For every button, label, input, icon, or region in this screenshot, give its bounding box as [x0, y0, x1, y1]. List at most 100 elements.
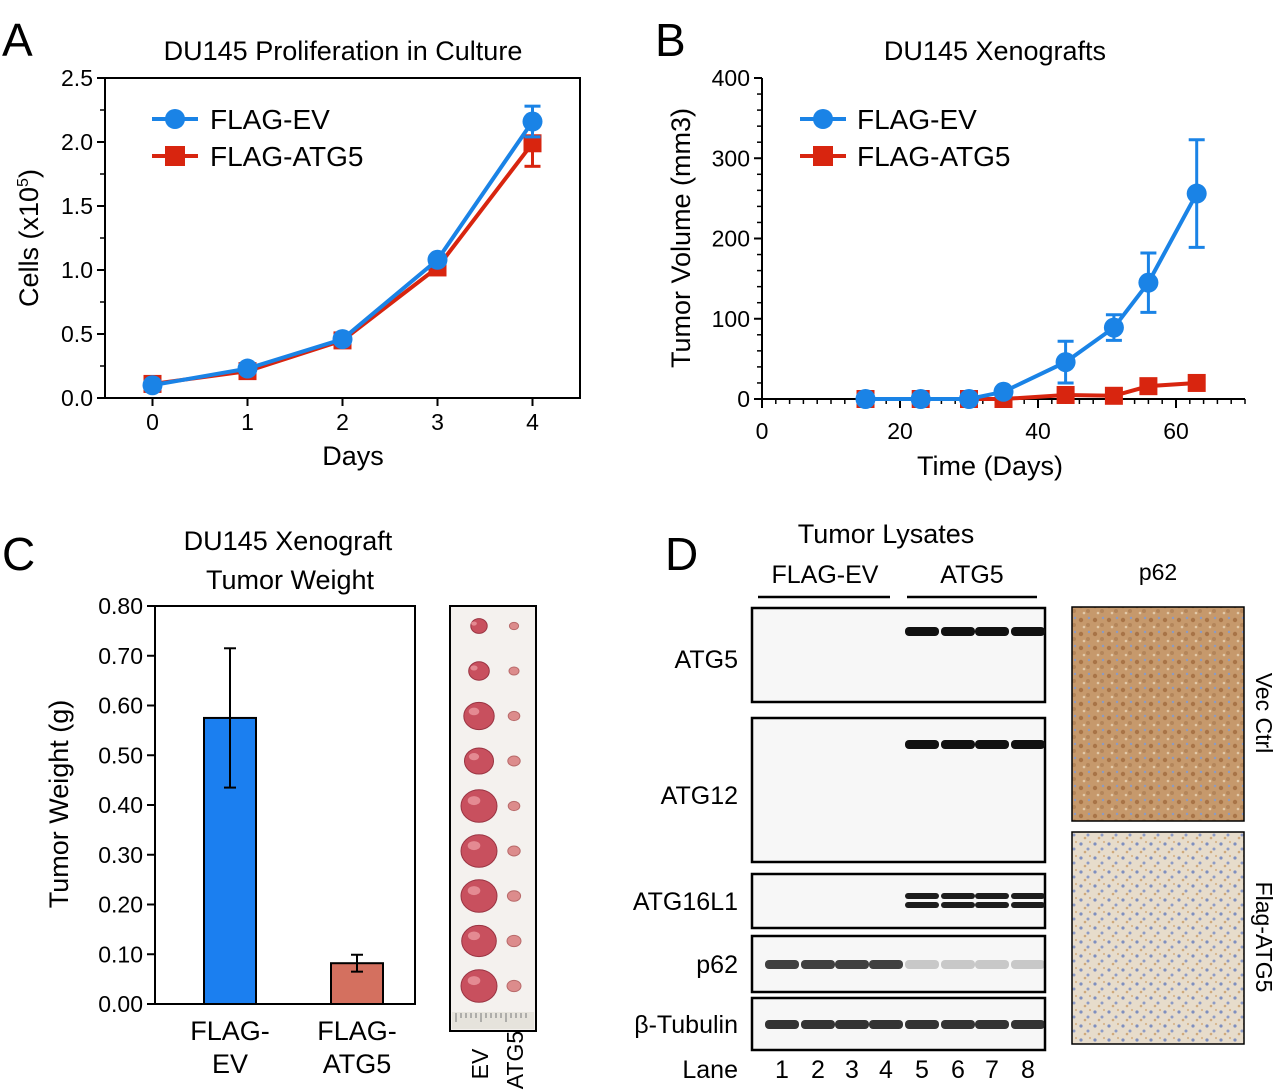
tumor-ev	[460, 969, 498, 1003]
tumor-photo-tumors	[460, 618, 522, 1003]
tumor-highlight	[467, 841, 481, 851]
band	[975, 960, 1009, 969]
y-tick-label: 100	[712, 306, 750, 332]
tumor-highlight	[471, 621, 477, 626]
band	[765, 1020, 799, 1029]
band	[801, 960, 835, 969]
legend-key-flag-ev	[800, 109, 846, 129]
data-point	[1103, 317, 1124, 338]
y-tick-label: 0.50	[98, 742, 143, 768]
panel-a: A DU145 Proliferation in Culture 0.0 0.5 1…	[2, 14, 581, 471]
y-tick-label: 0.10	[98, 941, 143, 967]
data-point	[1055, 352, 1076, 373]
y-tick-label: 2.0	[61, 129, 93, 155]
panel-b-legend: FLAG-EV FLAG-ATG5	[800, 104, 1011, 172]
data-point	[959, 389, 979, 409]
panel-b-legend-atg5: FLAG-ATG5	[857, 141, 1011, 172]
band	[1011, 740, 1045, 749]
tumor-atg5	[508, 621, 520, 631]
blot-atg12: ATG12	[661, 716, 1047, 864]
band	[765, 960, 799, 969]
x-tick-label: 40	[1025, 418, 1051, 444]
band	[941, 893, 975, 899]
y-tick-label: 0.60	[98, 693, 143, 719]
data-point	[523, 134, 542, 153]
ihc-image-vec-ctrl	[1071, 606, 1245, 822]
blot-label: ATG5	[675, 646, 738, 674]
panel-a-x-label: Days	[322, 441, 384, 471]
ihc-image-flag-atg5	[1071, 831, 1245, 1045]
tumor-atg5	[507, 755, 521, 767]
band	[905, 893, 939, 899]
panel-a-legend: FLAG-EV FLAG-ATG5	[152, 104, 364, 172]
y-tick-label: 0.5	[61, 321, 93, 347]
tumor-ev	[460, 834, 498, 868]
blot-p62: p62	[696, 934, 1047, 994]
category-label: FLAG-	[317, 1016, 397, 1046]
y-tick-label: 200	[712, 226, 750, 252]
band	[1011, 960, 1045, 969]
panel-c-y-label: Tumor Weight (g)	[44, 700, 74, 909]
panel-b-x-ticks: 0 20 40 60	[756, 399, 1246, 444]
data-point	[1187, 373, 1206, 392]
panel-a-series	[142, 104, 543, 396]
blot-tubulin: β-Tubulin	[634, 996, 1047, 1052]
data-point	[1056, 385, 1075, 404]
tumor-atg5	[507, 845, 521, 857]
band	[1011, 627, 1045, 636]
band	[941, 627, 975, 636]
data-point	[332, 329, 353, 350]
data-point	[142, 375, 163, 396]
y-tick-label: 400	[712, 65, 750, 91]
panel-b-y-ticks: 0 100 200 300 400	[712, 65, 762, 412]
y-tick-label: 2.5	[61, 65, 93, 91]
panel-c-letter: C	[2, 528, 35, 580]
blot-atg5: ATG5	[675, 606, 1047, 704]
data-point	[427, 249, 448, 270]
y-tick-label: 1.0	[61, 257, 93, 283]
panel-d-header: Tumor Lysates	[798, 519, 975, 549]
y-tick-label: 300	[712, 145, 750, 171]
band	[941, 960, 975, 969]
data-point	[855, 389, 876, 409]
band	[905, 960, 939, 969]
data-point	[1104, 386, 1123, 405]
blot-label: β-Tubulin	[634, 1011, 738, 1039]
panel-c: C DU145 Xenograft Tumor Weight 0.000.100…	[2, 526, 537, 1089]
blot-frame	[750, 606, 1047, 704]
x-tick-label: 3	[431, 409, 444, 435]
band	[975, 627, 1009, 636]
band	[1011, 1020, 1045, 1029]
ruler	[452, 1012, 534, 1029]
panel-b: B DU145 Xenografts 0 100 200 300 400 0 20 40 60…	[655, 14, 1246, 481]
panel-d-letter: D	[665, 528, 698, 580]
panel-c-y-ticks: 0.00 0.10 0.20 0.30 0.40 0.50 0.60 0.70 0.80	[98, 593, 155, 1017]
y-tick-label: 0.40	[98, 792, 143, 818]
data-point	[1139, 377, 1158, 396]
y-tick-label: 1.5	[61, 193, 93, 219]
lane-label: Lane	[682, 1056, 738, 1084]
data-point	[522, 111, 543, 132]
tumor-atg5	[507, 710, 521, 722]
blot-frame	[750, 716, 1047, 864]
series-flag-ev	[142, 104, 543, 396]
lane-number: 4	[879, 1056, 893, 1084]
x-tick-label: 4	[526, 409, 539, 435]
photo-label-ev: EV	[467, 1048, 493, 1079]
panel-b-legend-ev: FLAG-EV	[857, 104, 977, 135]
ihc-label-vec-ctrl: Vec Ctrl	[1251, 673, 1277, 754]
panel-a-title: DU145 Proliferation in Culture	[164, 36, 523, 66]
x-tick-label: 1	[241, 409, 254, 435]
band	[835, 1020, 869, 1029]
panel-a-letter: A	[2, 14, 33, 66]
data-point	[993, 381, 1014, 402]
lane-number: 5	[915, 1056, 929, 1084]
band	[869, 960, 903, 969]
band	[1011, 893, 1045, 899]
band	[941, 902, 975, 908]
data-point	[237, 358, 258, 379]
blot-atg16l1: ATG16L1	[633, 872, 1047, 930]
y-tick-label: 0.00	[98, 991, 143, 1017]
